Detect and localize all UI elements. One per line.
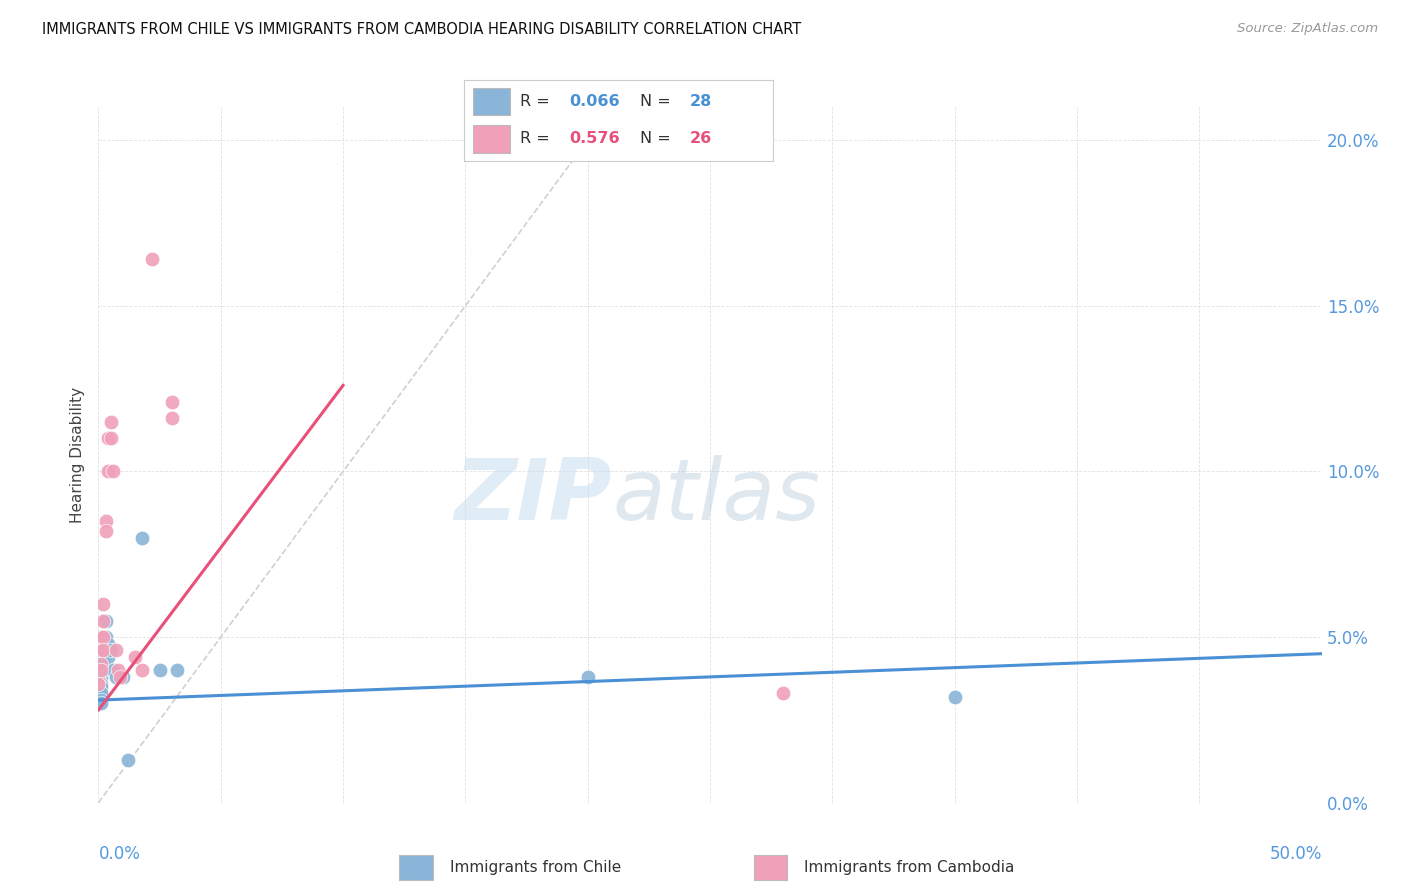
Text: Source: ZipAtlas.com: Source: ZipAtlas.com (1237, 22, 1378, 36)
Point (90, 686, 112, 700)
Point (90, 676, 112, 690)
Point (131, 531, 153, 545)
Text: Immigrants from Cambodia: Immigrants from Cambodia (804, 860, 1015, 875)
Point (131, 663, 153, 677)
Point (124, 650, 146, 665)
Point (97, 637, 120, 651)
Point (90, 670, 112, 684)
Point (91, 663, 114, 677)
Point (91, 650, 114, 665)
Point (104, 670, 127, 684)
Point (101, 663, 124, 677)
Point (90, 680, 112, 694)
Point (87, 673, 110, 688)
Point (772, 686, 794, 700)
Text: Immigrants from Chile: Immigrants from Chile (450, 860, 621, 875)
Point (110, 670, 132, 684)
Point (107, 663, 129, 677)
Text: R =: R = (520, 131, 554, 146)
Point (141, 252, 163, 267)
Y-axis label: Hearing Disability: Hearing Disability (70, 387, 86, 523)
Point (94, 524, 117, 538)
Text: 26: 26 (690, 131, 711, 146)
Point (117, 753, 139, 767)
Point (943, 690, 966, 704)
Point (91, 630, 114, 644)
Point (90, 657, 112, 671)
Point (90, 697, 112, 711)
Point (91, 630, 114, 644)
Point (160, 395, 183, 409)
Point (87, 673, 110, 688)
Text: IMMIGRANTS FROM CHILE VS IMMIGRANTS FROM CAMBODIA HEARING DISABILITY CORRELATION: IMMIGRANTS FROM CHILE VS IMMIGRANTS FROM… (42, 22, 801, 37)
Point (104, 643, 127, 657)
Point (90, 663, 112, 677)
Point (111, 670, 134, 684)
Text: 28: 28 (690, 94, 711, 109)
Point (94, 514, 117, 528)
Text: 50.0%: 50.0% (1270, 845, 1322, 863)
Text: ZIP: ZIP (454, 455, 612, 538)
FancyBboxPatch shape (754, 855, 787, 880)
Text: atlas: atlas (612, 455, 820, 538)
Point (576, 670, 599, 684)
Point (87, 676, 110, 690)
Point (94, 643, 117, 657)
Point (97, 431, 120, 445)
FancyBboxPatch shape (474, 87, 510, 115)
Point (100, 643, 122, 657)
Text: 0.066: 0.066 (569, 94, 620, 109)
Point (160, 411, 183, 425)
Point (91, 643, 114, 657)
Text: 0.0%: 0.0% (98, 845, 141, 863)
Point (90, 693, 112, 707)
Point (101, 465, 124, 479)
Point (100, 431, 122, 445)
Point (90, 630, 112, 644)
Point (90, 643, 112, 657)
Point (94, 630, 117, 644)
FancyBboxPatch shape (474, 125, 510, 153)
Point (97, 465, 120, 479)
Point (87, 676, 110, 690)
Point (166, 663, 188, 677)
Point (91, 614, 114, 628)
Text: 0.576: 0.576 (569, 131, 620, 146)
Point (91, 597, 114, 611)
Text: N =: N = (640, 131, 676, 146)
Point (91, 657, 114, 671)
Point (94, 614, 117, 628)
Point (91, 643, 114, 657)
Text: N =: N = (640, 94, 676, 109)
Point (149, 663, 172, 677)
Text: R =: R = (520, 94, 554, 109)
FancyBboxPatch shape (399, 855, 433, 880)
Point (97, 650, 120, 665)
Point (100, 415, 122, 429)
